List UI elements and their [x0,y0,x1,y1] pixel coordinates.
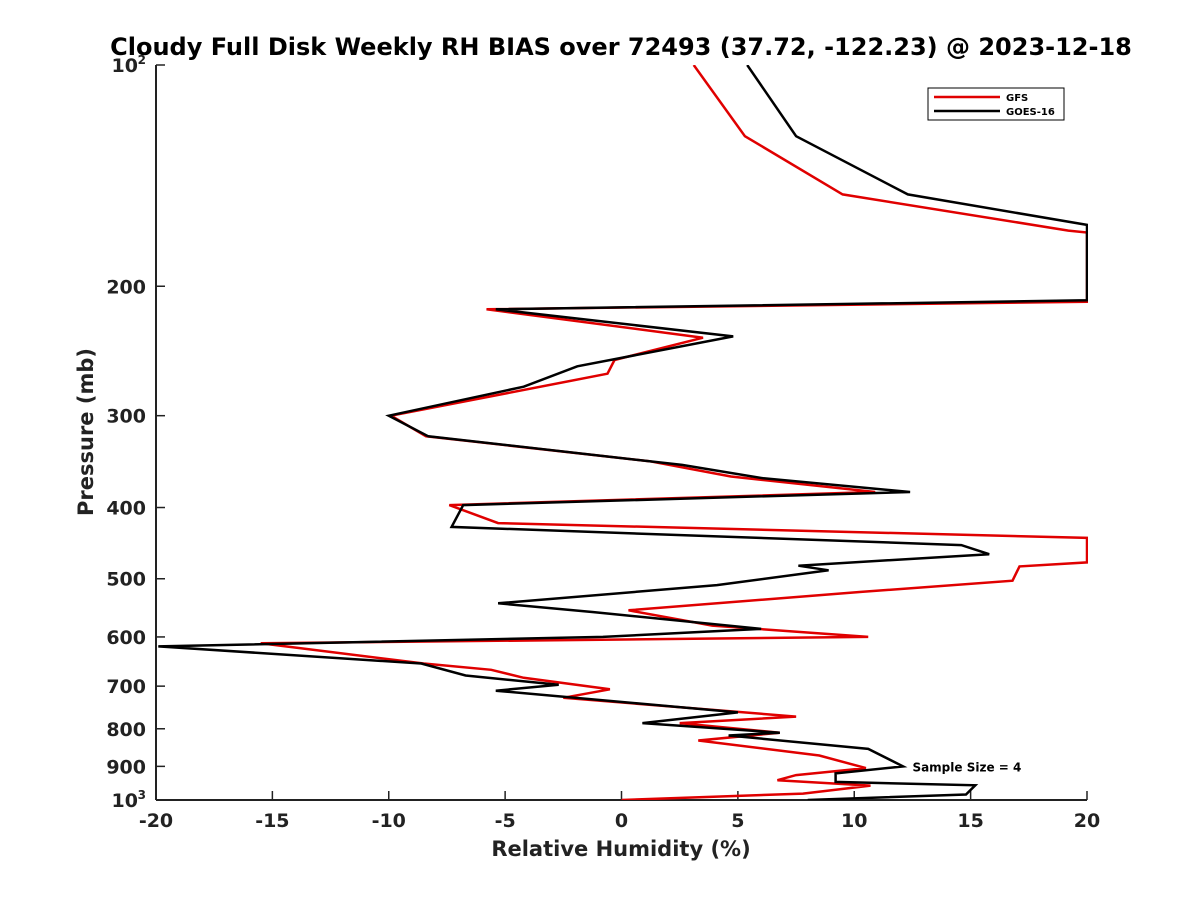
y-tick-label: 400 [106,498,146,520]
sample-size-annotation: Sample Size = 4 [912,760,1021,774]
plot-area [158,65,1088,800]
y-tick-label: 700 [106,676,146,698]
x-tick-label: 10 [841,810,867,832]
series-line-goes16 [158,65,1088,800]
legend-label-goes16: GOES-16 [1006,107,1055,118]
y-tick-label: 200 [106,276,146,298]
series-line-gfs [260,65,1088,800]
x-tick-label: -20 [139,810,173,832]
y-tick-label: 500 [106,569,146,591]
x-axis-label: Relative Humidity (%) [491,837,750,861]
x-tick-label: 5 [731,810,744,832]
chart-title: Cloudy Full Disk Weekly RH BIAS over 724… [110,33,1132,61]
y-tick-label: 300 [106,406,146,428]
legend-box [927,87,1065,121]
y-tick-exponent: 2 [138,53,146,67]
x-tick-label: 0 [615,810,628,832]
x-tick-label: -10 [372,810,406,832]
legend: GFS GOES-16 [927,87,1065,121]
y-tick-exponent: 3 [138,788,146,802]
legend-label-gfs: GFS [1006,93,1028,104]
y-axis-label: Pressure (mb) [74,348,98,516]
x-tick-label: -5 [495,810,516,832]
x-ticks: -20 -15 -10 -5 0 5 10 15 20 [139,791,1100,832]
y-tick-label: 10 [112,790,138,812]
y-tick-label: 600 [106,627,146,649]
y-tick-label: 10 [112,55,138,77]
x-tick-label: 15 [957,810,983,832]
x-tick-label: 20 [1074,810,1100,832]
y-tick-label: 800 [106,719,146,741]
y-tick-label: 900 [106,756,146,778]
x-tick-label: -15 [255,810,289,832]
